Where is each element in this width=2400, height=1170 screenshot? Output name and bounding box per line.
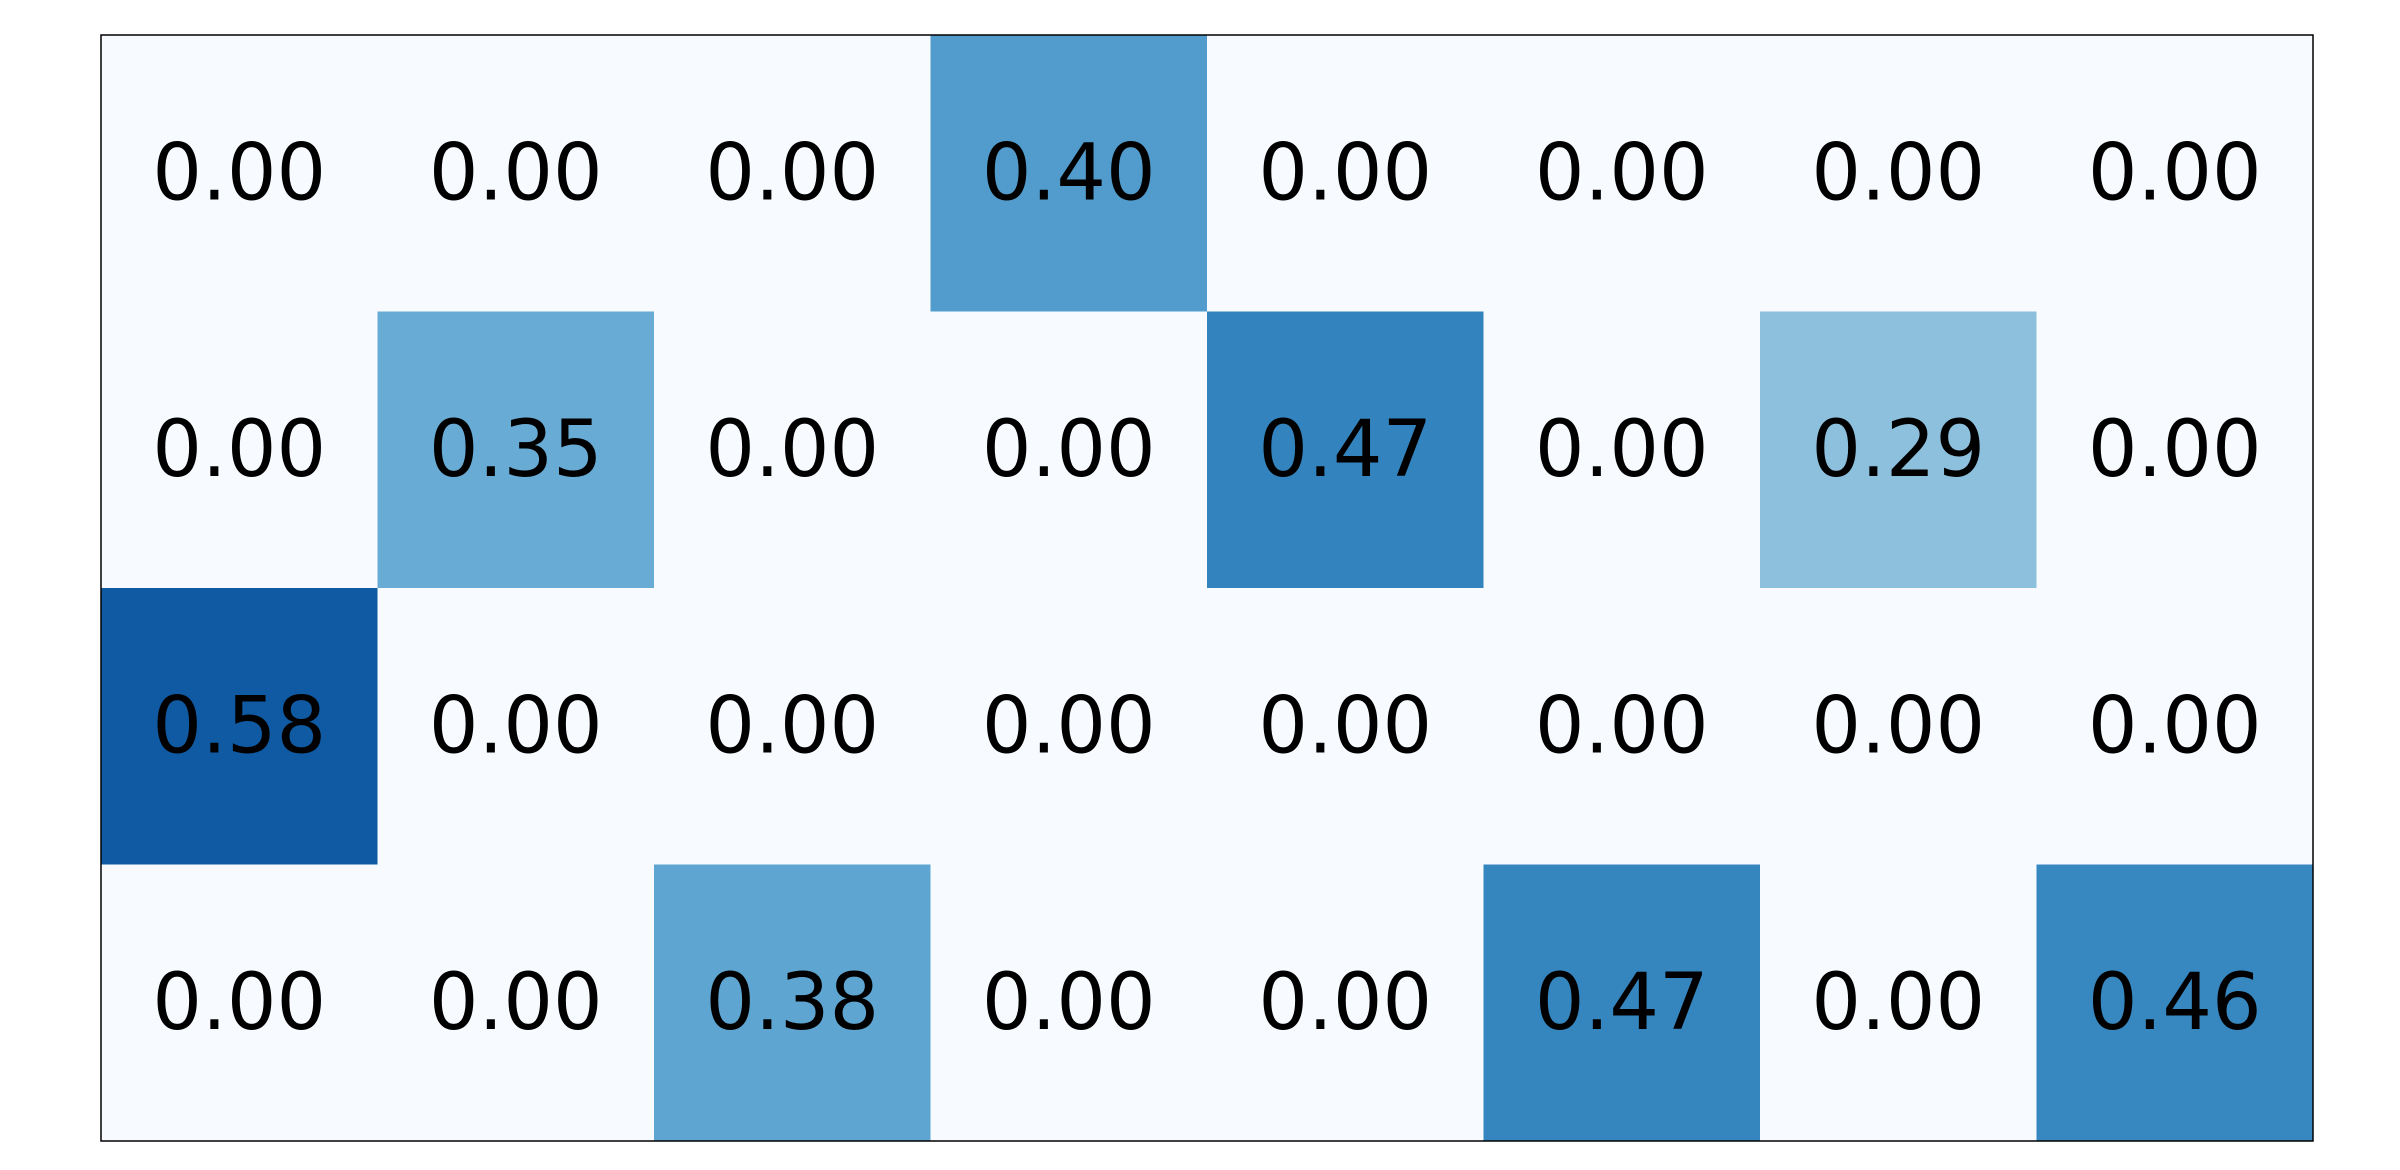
cell-value-label-r3-c0: 0.00	[152, 958, 326, 1048]
heatmap-cell-r2-c6	[1760, 588, 2037, 865]
heatmap-cell-r2-c4	[1207, 588, 1484, 865]
cell-value-label-r2-c2: 0.00	[705, 681, 879, 771]
cell-value-label-r3-c1: 0.00	[429, 958, 603, 1048]
cell-value-label-r1-c1: 0.35	[429, 405, 603, 495]
heatmap-cell-r3-c0	[101, 864, 378, 1142]
heatmap-cell-r0-c7	[2036, 35, 2314, 312]
heatmap-cell-r2-c1	[377, 588, 655, 865]
cell-value-label-r1-c6: 0.29	[1811, 405, 1985, 495]
cell-value-label-r2-c4: 0.00	[1258, 681, 1432, 771]
heatmap-cell-r2-c7	[2036, 588, 2314, 865]
heatmap-cell-r1-c4	[1207, 311, 1484, 589]
heatmap-cell-r0-c1	[377, 35, 655, 312]
cell-value-label-r1-c4: 0.47	[1258, 405, 1432, 495]
cell-value-label-r2-c7: 0.00	[2088, 681, 2262, 771]
cell-value-label-r1-c5: 0.00	[1535, 405, 1709, 495]
cell-value-label-r2-c5: 0.00	[1535, 681, 1709, 771]
heatmap-cell-r3-c7	[2036, 864, 2314, 1142]
heatmap-cells	[101, 35, 2314, 1142]
heatmap-cell-r1-c5	[1483, 311, 1761, 589]
heatmap-cell-r3-c4	[1207, 864, 1484, 1142]
heatmap-cell-r1-c3	[930, 311, 1208, 589]
heatmap-cell-r0-c5	[1483, 35, 1761, 312]
cell-value-label-r0-c7: 0.00	[2088, 128, 2262, 218]
heatmap-cell-r1-c2	[654, 311, 931, 589]
cell-value-label-r1-c0: 0.00	[152, 405, 326, 495]
cell-value-label-r0-c4: 0.00	[1258, 128, 1432, 218]
cell-value-label-r3-c7: 0.46	[2088, 958, 2262, 1048]
cell-value-label-r0-c2: 0.00	[705, 128, 879, 218]
cell-value-label-r0-c6: 0.00	[1811, 128, 1985, 218]
cell-value-label-r0-c0: 0.00	[152, 128, 326, 218]
heatmap-cell-r0-c3	[930, 35, 1208, 312]
plot-frame	[100, 34, 2314, 1142]
cell-value-label-r1-c7: 0.00	[2088, 405, 2262, 495]
cell-value-label-r3-c3: 0.00	[982, 958, 1156, 1048]
cell-value-label-r3-c5: 0.47	[1535, 958, 1709, 1048]
cell-value-label-r3-c6: 0.00	[1811, 958, 1985, 1048]
cell-value-label-r2-c0: 0.58	[152, 681, 326, 771]
cell-value-label-r0-c1: 0.00	[429, 128, 603, 218]
heatmap-cell-r0-c0	[101, 35, 378, 312]
heatmap-cell-r3-c3	[930, 864, 1208, 1142]
cell-value-label-r0-c3: 0.40	[982, 128, 1156, 218]
heatmap-cell-r3-c6	[1760, 864, 2037, 1142]
heatmap-cell-r3-c1	[377, 864, 655, 1142]
heatmap-cell-r2-c3	[930, 588, 1208, 865]
heatmap-cell-r1-c0	[101, 311, 378, 589]
heatmap-cell-r2-c0	[101, 588, 378, 865]
cell-value-label-r3-c2: 0.38	[705, 958, 879, 1048]
cell-value-label-r2-c6: 0.00	[1811, 681, 1985, 771]
heatmap-cell-r0-c6	[1760, 35, 2037, 312]
heatmap-cell-r0-c4	[1207, 35, 1484, 312]
heatmap-cell-r0-c2	[654, 35, 931, 312]
heatmap-cell-r1-c1	[377, 311, 655, 589]
heatmap-cell-r1-c7	[2036, 311, 2314, 589]
heatmap-cell-labels: 0.00 0.00 0.00 0.40 0.00 0.00 0.00 0.00 0.00 0.35…	[152, 128, 2261, 1048]
cell-value-label-r2-c1: 0.00	[429, 681, 603, 771]
heatmap-cell-r3-c2	[654, 864, 931, 1142]
heatmap-cell-r3-c5	[1483, 864, 1761, 1142]
cell-value-label-r1-c2: 0.00	[705, 405, 879, 495]
heatmap-cell-r2-c5	[1483, 588, 1761, 865]
cell-value-label-r3-c4: 0.00	[1258, 958, 1432, 1048]
heatmap-cell-r1-c6	[1760, 311, 2037, 589]
cell-value-label-r2-c3: 0.00	[982, 681, 1156, 771]
cell-value-label-r1-c3: 0.00	[982, 405, 1156, 495]
cell-value-label-r0-c5: 0.00	[1535, 128, 1709, 218]
heatmap-cell-r2-c2	[654, 588, 931, 865]
